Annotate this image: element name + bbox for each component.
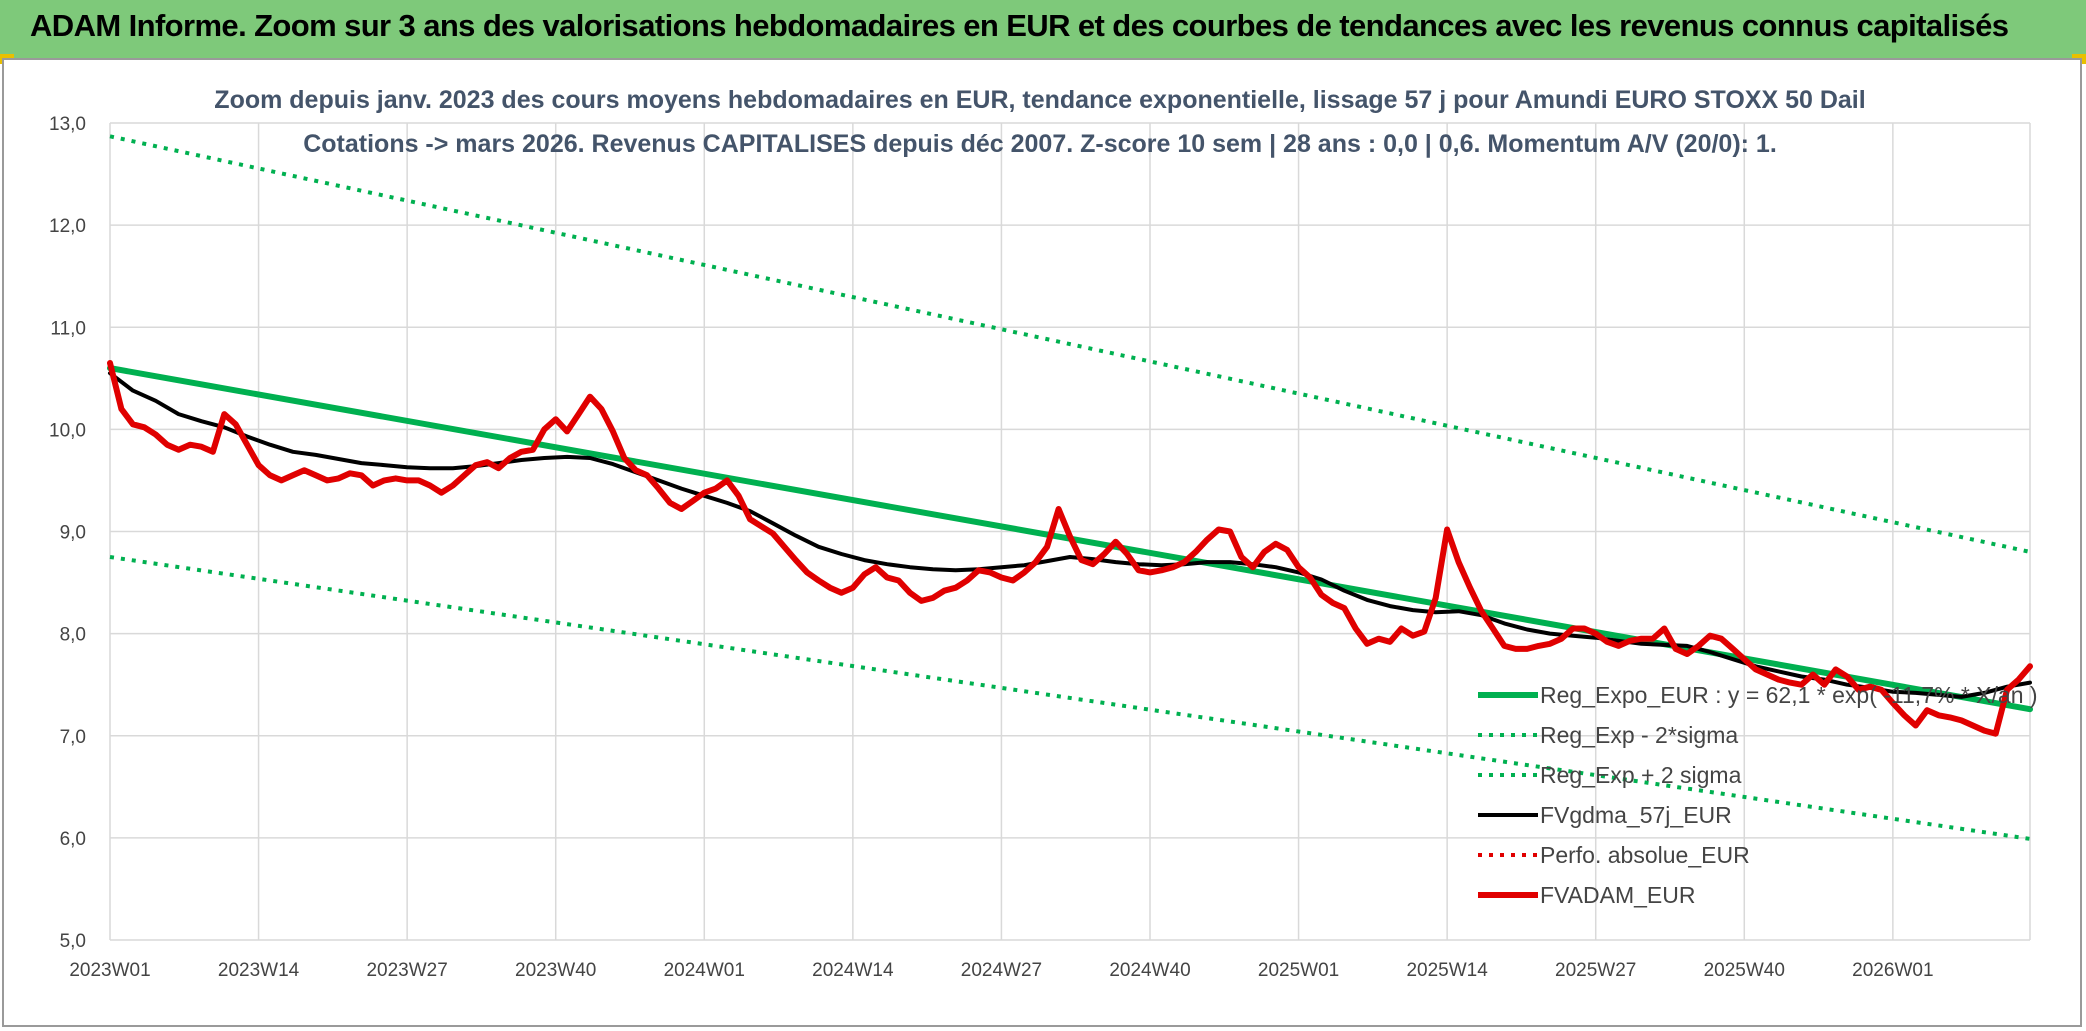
legend-label: FVADAM_EUR [1540, 882, 1696, 908]
x-tick-label: 2024W01 [664, 960, 745, 981]
y-tick-label: 7,0 [60, 727, 86, 748]
x-tick-label: 2025W40 [1704, 960, 1785, 981]
series-line-5 [107, 360, 2033, 737]
series-line-3 [108, 371, 2032, 699]
series-line-1 [109, 555, 2031, 841]
x-tick-label: 2023W27 [366, 960, 447, 981]
series-layer [107, 134, 2033, 841]
report-title: ADAM Informe. Zoom sur 3 ans des valoris… [30, 8, 2009, 43]
y-tick-label: 5,0 [60, 931, 86, 952]
y-tick-label: 9,0 [60, 523, 86, 544]
axis-ticks: 5,0 6,0 7,0 8,0 9,0 10,0 11,0 12,0 13,0 2023W01 20… [49, 114, 1934, 981]
x-tick-label: 2023W14 [218, 960, 300, 981]
y-tick-label: 11,0 [50, 318, 86, 339]
y-tick-label: 12,0 [49, 216, 86, 237]
series-line-2 [109, 134, 2031, 554]
chart-frame [2, 58, 2082, 1027]
grid-lines [109, 122, 2031, 941]
legend-label: Reg_Expo_EUR : y = 62,1 * exp( -11,7% * … [1540, 682, 2038, 708]
x-tick-label: 2025W27 [1555, 960, 1636, 981]
x-tick-label: 2024W14 [812, 960, 894, 981]
x-tick-label: 2024W27 [961, 960, 1042, 981]
x-tick-label: 2023W01 [69, 960, 150, 981]
chart-title: Zoom depuis janv. 2023 des cours moyens … [214, 86, 1865, 158]
legend-label: Perfo. absolue_EUR [1540, 842, 1750, 868]
legend-label: Reg_Exp - 2*sigma [1540, 722, 1738, 748]
legend: Reg_Expo_EUR : y = 62,1 * exp( -11,7% * … [1478, 682, 2038, 908]
x-tick-label: 2024W40 [1109, 960, 1190, 981]
x-tick-label: 2025W14 [1406, 960, 1488, 981]
y-tick-label: 13,0 [49, 114, 86, 135]
x-tick-label: 2025W01 [1258, 960, 1339, 981]
legend-label: FVgdma_57j_EUR [1540, 802, 1732, 828]
x-tick-label: 2026W01 [1852, 960, 1933, 981]
chart-title-line: Zoom depuis janv. 2023 des cours moyens … [214, 86, 1865, 114]
x-tick-label: 2023W40 [515, 960, 596, 981]
y-tick-label: 6,0 [60, 829, 86, 850]
chart-title-line: Cotations -> mars 2026. Revenus CAPITALI… [303, 130, 1777, 158]
y-tick-label: 8,0 [60, 625, 86, 646]
header-banner: ADAM Informe. Zoom sur 3 ans des valoris… [0, 0, 2086, 60]
y-tick-label: 10,0 [49, 420, 86, 441]
legend-label: Reg_Exp + 2 sigma [1540, 762, 1742, 788]
